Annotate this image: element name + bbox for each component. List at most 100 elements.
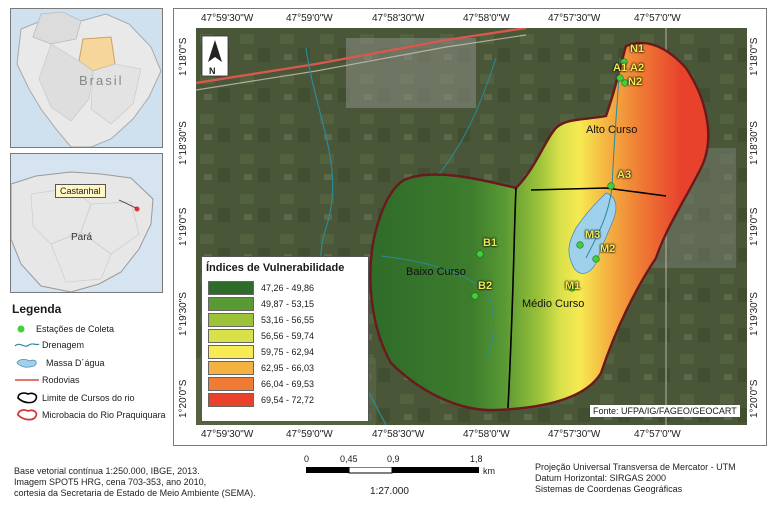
class-swatch bbox=[208, 296, 254, 311]
legend-item: Limite de Cursos do rio bbox=[14, 391, 135, 405]
top-longitude-label: 47°57'0"W bbox=[634, 13, 681, 24]
station-marker-n2 bbox=[621, 79, 629, 87]
footer-credits: Base vetorial contínua 1:250.000, IBGE, … bbox=[14, 466, 299, 499]
class-range: 59,75 - 62,94 bbox=[261, 346, 315, 357]
scale-bar: 0 0,45 0,9 1,8 km 1:27.000 bbox=[300, 452, 500, 502]
footer-line: Base vetorial contínua 1:250.000, IBGE, … bbox=[14, 466, 200, 476]
top-longitude-label: 47°57'30"W bbox=[548, 13, 601, 24]
legend-title: Legenda bbox=[12, 302, 62, 316]
left-latitude-label: 1°18'30"S bbox=[178, 121, 189, 165]
footer-line: Projeção Universal Transversa de Mercato… bbox=[535, 462, 736, 472]
class-swatch bbox=[208, 376, 254, 391]
region-label-alto: Alto Curso bbox=[586, 124, 638, 136]
inset-para: Castanhal Pará bbox=[10, 153, 163, 293]
station-marker-b1 bbox=[476, 250, 484, 258]
station-label-m2: M2 bbox=[600, 243, 616, 255]
legend: Legenda Estações de Coleta Drenagem Mass… bbox=[10, 298, 170, 438]
legend-item: Microbacia do Rio Praquiquara bbox=[14, 408, 166, 422]
watershed-icon bbox=[17, 409, 38, 421]
bottom-longitude-label: 47°57'0"W bbox=[634, 429, 681, 440]
left-latitude-label: 1°20'0"S bbox=[178, 379, 189, 418]
bottom-longitude-label: 47°57'30"W bbox=[548, 429, 601, 440]
scale-bar-graphic bbox=[306, 467, 479, 474]
left-latitude-label: 1°19'0"S bbox=[178, 207, 189, 246]
top-longitude-label: 47°59'30"W bbox=[201, 13, 254, 24]
station-marker-m2 bbox=[592, 255, 600, 263]
legend-item-label: Rodovias bbox=[42, 375, 80, 385]
class-swatch bbox=[208, 312, 254, 327]
class-swatch bbox=[208, 360, 254, 375]
station-label-a3: A3 bbox=[617, 169, 632, 181]
station-marker-n1 bbox=[620, 58, 628, 66]
footer-line: cortesia da Secretaria de Estado de Meio… bbox=[14, 488, 256, 498]
footer-projection: Projeção Universal Transversa de Mercato… bbox=[535, 462, 770, 495]
north-arrow-icon bbox=[201, 35, 229, 77]
station-label-a1: A1 bbox=[613, 62, 628, 74]
class-range: 62,95 - 66,03 bbox=[261, 362, 315, 373]
station-marker-m3 bbox=[576, 241, 584, 249]
class-swatch bbox=[208, 280, 254, 295]
class-range: 69,54 - 72,72 bbox=[261, 394, 315, 405]
station-marker-b2 bbox=[471, 292, 479, 300]
class-range: 56,56 - 59,74 bbox=[261, 330, 315, 341]
castanhal-label: Castanhal bbox=[55, 184, 106, 198]
left-latitude-label: 1°18'0"S bbox=[178, 37, 189, 76]
vulnerability-class: 66,04 - 69,53 bbox=[208, 376, 315, 391]
bottom-longitude-label: 47°59'0"W bbox=[286, 429, 333, 440]
map-source: Fonte: UFPA/IG/FAGEO/GEOCART bbox=[590, 405, 740, 417]
bottom-longitude-label: 47°59'30"W bbox=[201, 429, 254, 440]
station-label-m3: M3 bbox=[585, 229, 601, 241]
top-longitude-label: 47°58'0"W bbox=[463, 13, 510, 24]
brazil-label: Brasil bbox=[79, 73, 124, 88]
top-longitude-label: 47°58'30"W bbox=[372, 13, 425, 24]
class-range: 49,87 - 53,15 bbox=[261, 298, 315, 309]
water-icon bbox=[16, 358, 37, 368]
vulnerability-class: 62,95 - 66,03 bbox=[208, 360, 315, 375]
footer-line: Datum Horizontal: SIRGAS 2000 bbox=[535, 473, 667, 483]
course-limit-icon bbox=[17, 392, 38, 404]
legend-item-label: Estações de Coleta bbox=[36, 324, 115, 334]
scale-tick-label: 0,9 bbox=[387, 454, 400, 464]
brazil-map-icon bbox=[16, 11, 162, 148]
legend-item-label: Drenagem bbox=[42, 340, 85, 350]
vulnerability-class: 47,26 - 49,86 bbox=[208, 280, 315, 295]
watershed-surface bbox=[369, 41, 710, 412]
top-longitude-label: 47°59'0"W bbox=[286, 13, 333, 24]
legend-item-label: Microbacia do Rio Praquiquara bbox=[42, 410, 166, 420]
footer-line: Sistemas de Coordenas Geográficas bbox=[535, 484, 683, 494]
right-latitude-label: 1°19'30"S bbox=[749, 292, 760, 336]
legend-item: Massa D´água bbox=[14, 357, 105, 369]
scale-unit: km bbox=[483, 466, 495, 476]
left-latitude-label: 1°19'30"S bbox=[178, 292, 189, 336]
class-range: 53,16 - 56,55 bbox=[261, 314, 315, 325]
right-latitude-label: 1°18'30"S bbox=[749, 121, 760, 165]
para-label: Pará bbox=[71, 232, 93, 243]
vulnerability-legend-title: Índices de Vulnerabilidade bbox=[206, 262, 345, 274]
vulnerability-class: 49,87 - 53,15 bbox=[208, 296, 315, 311]
scale-ratio: 1:27.000 bbox=[370, 486, 409, 497]
right-latitude-label: 1°20'0"S bbox=[749, 379, 760, 418]
class-swatch bbox=[208, 344, 254, 359]
vulnerability-class: 56,56 - 59,74 bbox=[208, 328, 315, 343]
right-latitude-label: 1°18'0"S bbox=[749, 37, 760, 76]
region-label-medio: Médio Curso bbox=[522, 298, 585, 310]
class-swatch bbox=[208, 328, 254, 343]
station-marker-m1 bbox=[568, 284, 576, 292]
vulnerability-class: 59,75 - 62,94 bbox=[208, 344, 315, 359]
station-label-b1: B1 bbox=[483, 237, 498, 249]
north-label: N bbox=[209, 66, 216, 76]
vulnerability-class: 69,54 - 72,72 bbox=[208, 392, 315, 407]
station-icon bbox=[17, 325, 25, 333]
drainage-icon bbox=[14, 343, 40, 347]
class-range: 66,04 - 69,53 bbox=[261, 378, 315, 389]
vulnerability-legend: Índices de Vulnerabilidade 47,26 - 49,86… bbox=[201, 256, 369, 422]
legend-item-label: Massa D´água bbox=[46, 358, 105, 368]
para-map-icon bbox=[10, 171, 154, 293]
legend-item-label: Limite de Cursos do rio bbox=[42, 393, 135, 403]
class-range: 47,26 - 49,86 bbox=[261, 282, 315, 293]
legend-item: Estações de Coleta bbox=[14, 324, 114, 334]
scale-tick-label: 0,45 bbox=[340, 454, 358, 464]
station-label-a2: A2 bbox=[630, 62, 645, 74]
scale-tick-label: 1,8 bbox=[470, 454, 483, 464]
inset-brazil: Brasil bbox=[10, 8, 163, 148]
